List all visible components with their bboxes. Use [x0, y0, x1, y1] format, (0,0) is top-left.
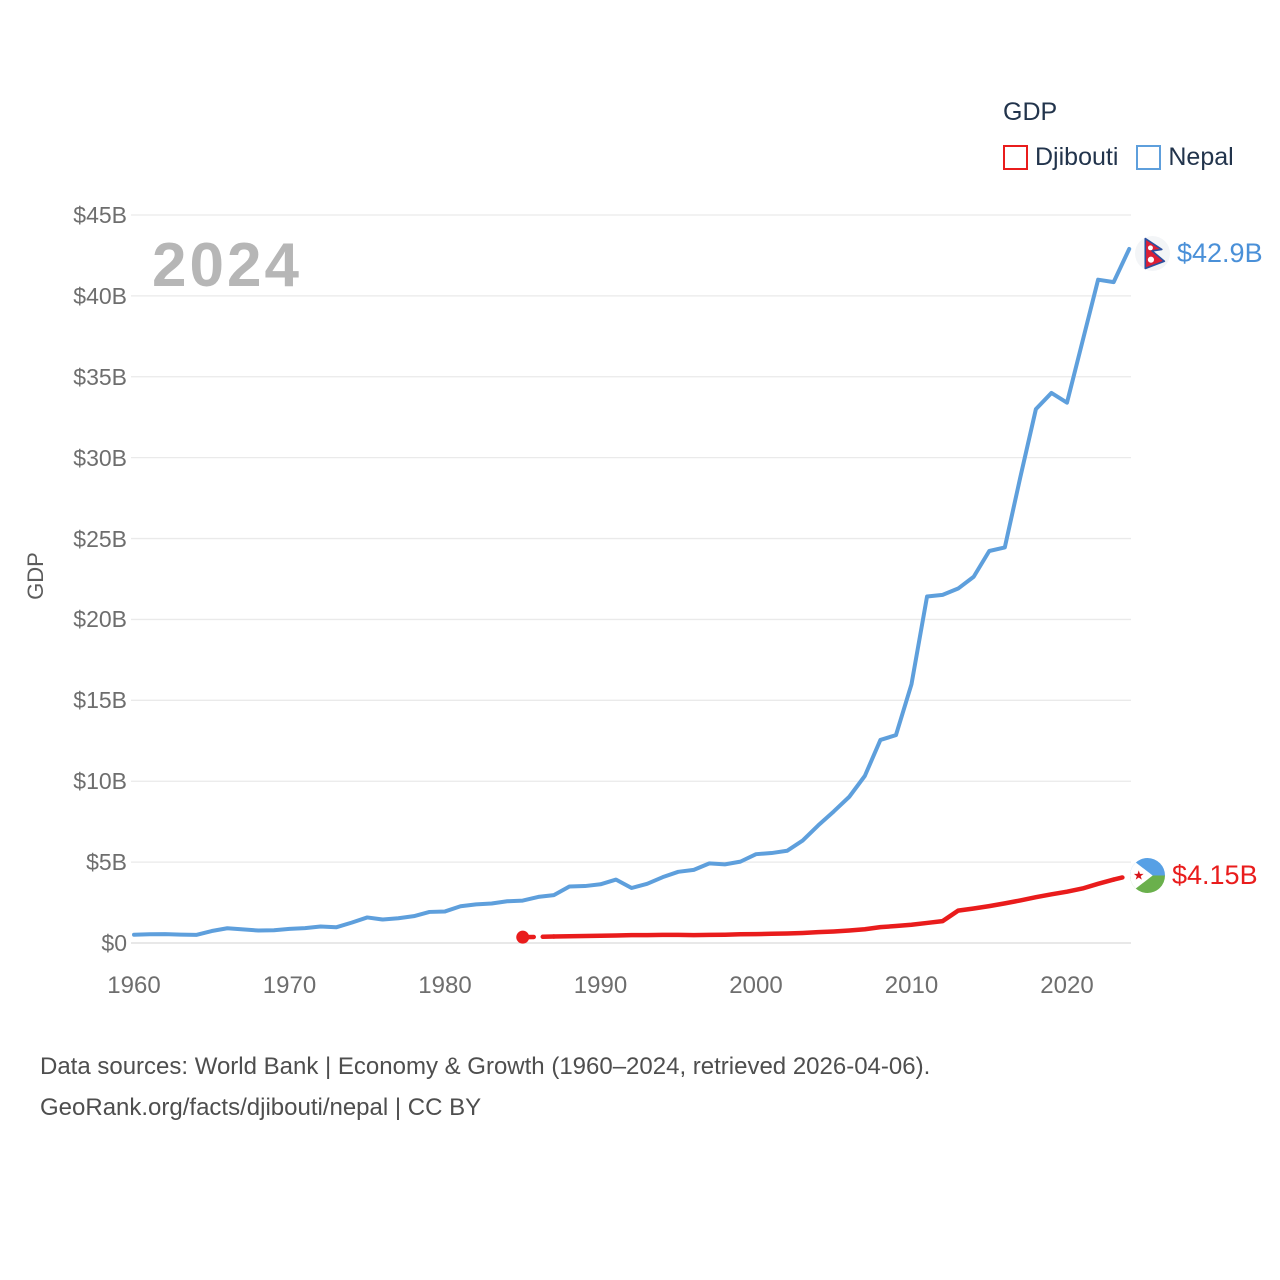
- legend-item-djibouti[interactable]: Djibouti: [1003, 143, 1118, 172]
- legend-title: GDP: [1003, 98, 1058, 126]
- x-tick-label: 1990: [573, 972, 628, 999]
- footer-attribution-line: GeoRank.org/facts/djibouti/nepal | CC BY: [40, 1094, 482, 1121]
- footer-sources-line: Data sources: World Bank | Economy & Gro…: [40, 1053, 931, 1080]
- x-tick-label: 1960: [107, 972, 161, 999]
- x-tick-label: 2000: [729, 972, 783, 999]
- legend: GDP Djibouti Nepal: [1003, 98, 1234, 172]
- y-tick-label: $15B: [73, 687, 127, 714]
- djibouti-end-label: $4.15B: [1130, 858, 1258, 893]
- y-tick-label: $30B: [73, 444, 127, 471]
- djibouti-end-value: $4.15B: [1172, 860, 1258, 890]
- x-tick-label: 1980: [418, 972, 472, 999]
- y-tick-label: $5B: [86, 849, 127, 876]
- legend-label-nepal: Nepal: [1168, 143, 1234, 171]
- nepal-flag-icon: [1135, 236, 1170, 271]
- legend-item-nepal[interactable]: Nepal: [1136, 143, 1234, 172]
- footer: Data sources: World Bank | Economy & Gro…: [40, 1046, 930, 1128]
- djibouti-point-marker[interactable]: [516, 930, 530, 944]
- x-tick-label: 1970: [262, 972, 317, 999]
- y-tick-label: $25B: [73, 525, 127, 552]
- y-tick-label: $45B: [73, 201, 127, 228]
- watermark-year: 2024: [152, 231, 302, 300]
- nepal-end-label: $42.9B: [1135, 236, 1263, 271]
- y-tick-label: $40B: [73, 282, 127, 309]
- nepal-swatch-icon: [1136, 145, 1162, 170]
- nepal-end-value: $42.9B: [1177, 238, 1263, 268]
- x-tick-label: 2010: [884, 972, 939, 999]
- legend-label-djibouti: Djibouti: [1035, 143, 1119, 171]
- y-axis-title: GDP: [23, 552, 48, 600]
- y-tick-label: $0: [101, 930, 127, 956]
- djibouti-estimated-dashed-segment: [1111, 873, 1132, 882]
- nepal-line[interactable]: [132, 246, 1132, 937]
- y-tick-label: $20B: [73, 606, 127, 633]
- y-tick-label: $10B: [73, 768, 127, 795]
- x-tick-label: 2020: [1040, 972, 1094, 999]
- djibouti-swatch-icon: [1003, 145, 1028, 170]
- djibouti-line[interactable]: [551, 877, 1116, 939]
- djibouti-flag-icon: [1130, 858, 1165, 893]
- y-tick-label: $35B: [73, 363, 127, 390]
